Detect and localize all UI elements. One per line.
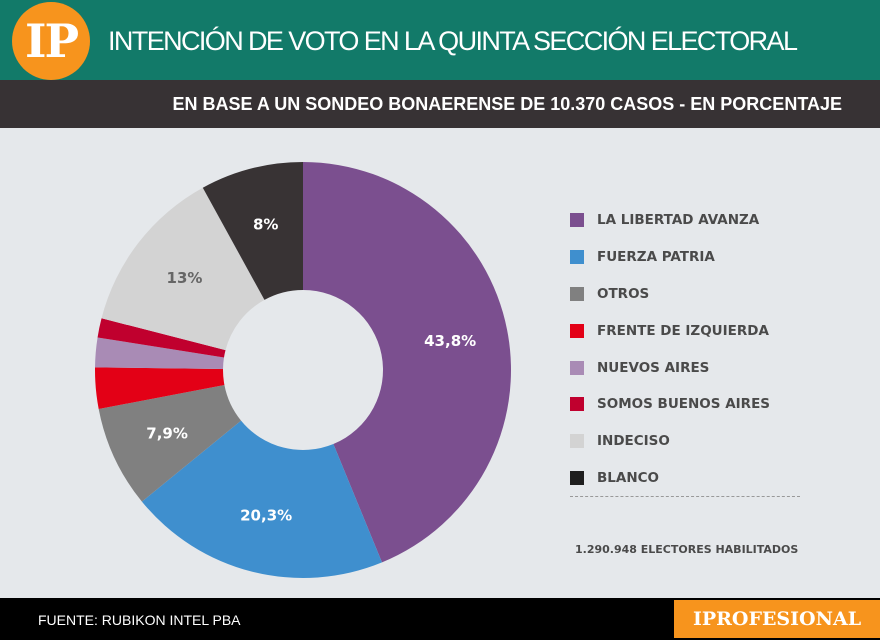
- legend-label: SOMOS BUENOS AIRES: [597, 396, 771, 413]
- divider: [570, 496, 800, 497]
- data-label: 20,3%: [240, 506, 292, 524]
- slice-blanco: [202, 162, 303, 300]
- legend-label: FUERZA PATRIA: [597, 249, 715, 266]
- slice-nuevos-aires: [95, 337, 224, 369]
- slice-otros: [98, 384, 242, 502]
- brand-logo: IPROFESIONAL: [674, 600, 880, 638]
- legend-swatch: [570, 286, 584, 301]
- data-label: 13%: [167, 269, 203, 287]
- electors-note: 1.290.948 ELECTORES HABILITADOS: [575, 543, 799, 556]
- legend-swatch: [570, 434, 584, 449]
- slice-somos-buenos-aires: [97, 318, 226, 358]
- data-label: 8%: [253, 216, 278, 234]
- slice-la-libertad-avanza: [303, 162, 511, 563]
- legend-label: BLANCO: [597, 469, 660, 486]
- legend-swatch: [570, 360, 584, 375]
- source-text: FUENTE: RUBIKON INTEL PBA: [38, 612, 241, 628]
- data-label: 7,9%: [146, 424, 188, 442]
- legend-swatch: [570, 323, 584, 338]
- legend-item: INDECISO: [570, 423, 770, 460]
- legend-item: FUERZA PATRIA: [570, 239, 770, 276]
- legend-label: INDECISO: [597, 433, 670, 450]
- slice-indeciso: [101, 187, 265, 351]
- legend-swatch: [570, 250, 584, 265]
- legend-swatch: [570, 397, 584, 412]
- legend-label: OTROS: [597, 285, 650, 302]
- ip-logo: IP: [12, 2, 90, 80]
- donut-chart: 43,8% 20,3% 7,9% 13% 8%: [95, 162, 511, 578]
- data-label: 43,8%: [424, 332, 476, 350]
- chart-title: INTENCIÓN DE VOTO EN LA QUINTA SECCIÓN E…: [108, 26, 798, 56]
- legend-item: LA LIBERTAD AVANZA: [570, 202, 770, 239]
- slice-frente-de-izquierda: [95, 367, 225, 409]
- legend-label: FRENTE DE IZQUIERDA: [597, 322, 769, 339]
- header-bar: IP INTENCIÓN DE VOTO EN LA QUINTA SECCIÓ…: [0, 0, 880, 80]
- subtitle-bar: EN BASE A UN SONDEO BONAERENSE DE 10.370…: [0, 80, 880, 128]
- legend-item: BLANCO: [570, 460, 770, 497]
- legend-item: FRENTE DE IZQUIERDA: [570, 312, 770, 349]
- legend-swatch: [570, 470, 584, 485]
- legend-swatch: [570, 213, 584, 228]
- legend-label: NUEVOS AIRES: [597, 359, 710, 376]
- legend-item: NUEVOS AIRES: [570, 349, 770, 386]
- footer: FUENTE: RUBIKON INTEL PBA IPROFESIONAL: [0, 598, 880, 640]
- legend-label: LA LIBERTAD AVANZA: [597, 212, 760, 229]
- chart-subtitle: EN BASE A UN SONDEO BONAERENSE DE 10.370…: [172, 94, 842, 114]
- slice-fuerza-patria: [141, 420, 382, 578]
- legend-item: OTROS: [570, 276, 770, 313]
- legend-item: SOMOS BUENOS AIRES: [570, 386, 770, 423]
- legend: LA LIBERTAD AVANZA FUERZA PATRIA OTROS FREN…: [570, 202, 770, 496]
